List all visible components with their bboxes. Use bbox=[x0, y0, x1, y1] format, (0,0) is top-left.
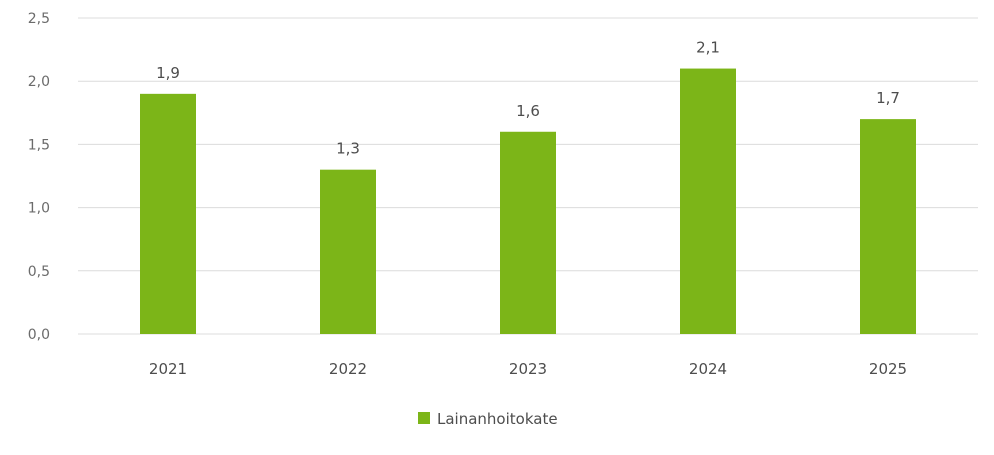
x-tick-label: 2025 bbox=[869, 360, 907, 378]
x-tick-label: 2022 bbox=[329, 360, 367, 378]
x-axis-ticks: 2021 2022 2023 2024 2025 bbox=[149, 360, 907, 378]
y-axis-ticks: 0,0 0,5 1,0 1,5 2,0 2,5 bbox=[28, 11, 50, 343]
data-label: 1,7 bbox=[876, 89, 900, 107]
bar-2024 bbox=[680, 68, 736, 334]
data-label: 2,1 bbox=[696, 39, 720, 57]
bar-2022 bbox=[320, 169, 376, 334]
data-label: 1,3 bbox=[336, 140, 360, 158]
legend-label: Lainanhoitokate bbox=[437, 410, 558, 428]
data-label: 1,6 bbox=[516, 102, 540, 120]
bar-2023 bbox=[500, 131, 556, 334]
data-labels: 1,9 1,3 1,6 2,1 1,7 bbox=[156, 39, 900, 158]
y-tick-label: 1,0 bbox=[28, 201, 50, 217]
legend-swatch bbox=[418, 412, 430, 424]
y-tick-label: 0,5 bbox=[28, 264, 50, 280]
y-tick-label: 1,5 bbox=[28, 137, 50, 153]
x-tick-label: 2021 bbox=[149, 360, 187, 378]
bars bbox=[140, 68, 916, 335]
y-tick-label: 2,0 bbox=[28, 74, 50, 90]
x-tick-label: 2023 bbox=[509, 360, 547, 378]
y-tick-label: 0,0 bbox=[28, 327, 50, 343]
x-tick-label: 2024 bbox=[689, 360, 727, 378]
y-tick-label: 2,5 bbox=[28, 11, 50, 27]
bar-2021 bbox=[140, 93, 196, 334]
bar-2025 bbox=[860, 119, 916, 335]
data-label: 1,9 bbox=[156, 64, 180, 82]
legend: Lainanhoitokate bbox=[418, 410, 558, 428]
